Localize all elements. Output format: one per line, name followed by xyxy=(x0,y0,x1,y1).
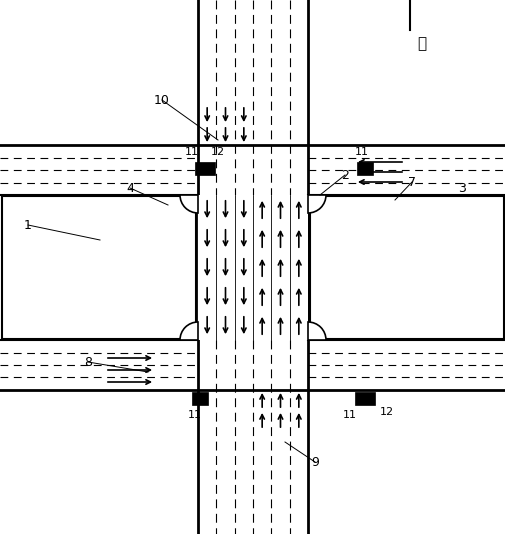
Text: 11: 11 xyxy=(342,410,357,420)
Wedge shape xyxy=(180,322,197,340)
Wedge shape xyxy=(180,195,197,213)
Bar xyxy=(191,391,208,404)
Bar xyxy=(310,196,503,339)
Text: 9: 9 xyxy=(311,456,318,468)
Text: 3: 3 xyxy=(457,182,465,194)
Text: 10: 10 xyxy=(154,93,170,106)
Bar xyxy=(2,196,195,339)
Bar xyxy=(197,195,308,340)
Text: 7: 7 xyxy=(407,176,415,189)
Text: 11: 11 xyxy=(188,410,201,420)
Text: 8: 8 xyxy=(84,356,92,368)
Text: 11: 11 xyxy=(355,147,368,157)
Text: 11: 11 xyxy=(185,147,198,157)
Text: 12: 12 xyxy=(379,407,393,417)
Wedge shape xyxy=(308,322,325,340)
Text: 12: 12 xyxy=(211,147,225,157)
Bar xyxy=(194,161,215,175)
Bar xyxy=(357,161,372,175)
Bar xyxy=(355,391,374,404)
Text: 2: 2 xyxy=(340,169,348,182)
Text: 4: 4 xyxy=(126,182,134,194)
Wedge shape xyxy=(308,195,325,213)
Text: 北: 北 xyxy=(416,36,425,51)
Text: 1: 1 xyxy=(24,218,32,232)
